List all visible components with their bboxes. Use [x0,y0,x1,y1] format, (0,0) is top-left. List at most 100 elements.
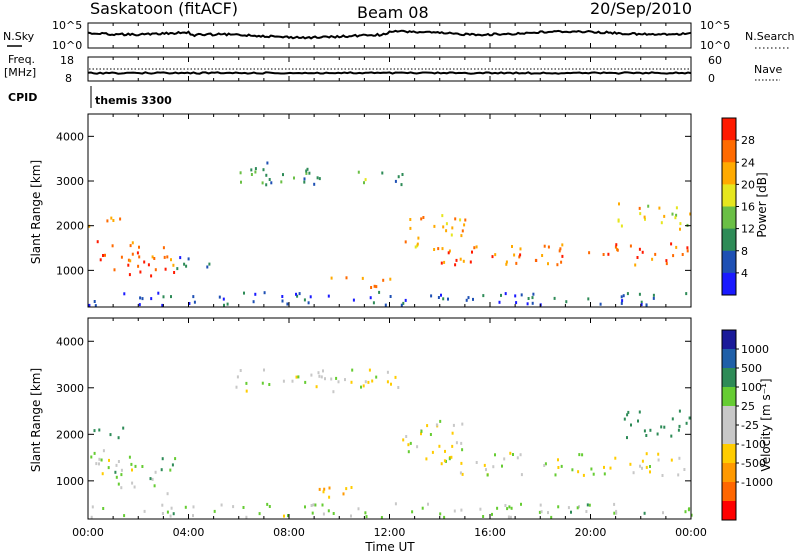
frequency-line [87,71,692,75]
colorbar-segment [722,140,736,163]
echo-cell [318,177,321,181]
echo-cell [496,506,499,510]
echo-cell [102,254,104,257]
colorbar-tick-label: 4 [741,267,748,280]
echo-cell [161,457,164,461]
echo-cell [491,255,494,259]
echo-cell [243,291,245,295]
echo-cell [644,217,646,221]
echo-cell [357,507,360,511]
echo-cell [627,410,630,414]
echo-cell [337,380,340,384]
echo-cell [291,379,294,383]
echo-cell [371,379,374,383]
echo-cell [344,378,346,382]
echo-cell [547,262,549,266]
echo-cell [265,183,268,187]
echo-cell [317,371,320,375]
echo-cell [638,206,641,210]
echo-cell [684,510,687,514]
echo-cell [448,457,451,461]
echo-cell [268,178,271,181]
echo-cell [342,492,345,496]
echo-cell [172,263,175,267]
echo-cell [110,216,113,220]
echo-cell [254,167,257,171]
echo-cell [420,432,422,436]
echo-cell [169,468,172,472]
echo-cell [683,468,686,471]
echo-cell [88,224,91,228]
echo-cell [588,503,591,507]
y-tick-label: 3000 [56,382,84,395]
echo-cell [510,506,513,510]
echo-cell [220,503,223,507]
echo-cell [161,503,164,507]
echo-cell [471,250,473,254]
echo-cell [437,247,440,251]
colorbar-segment [722,349,736,369]
echo-cell [567,506,570,510]
echo-cell [426,424,429,428]
echo-cell [332,390,335,394]
echo-cell [206,265,209,269]
echo-cell [554,473,557,477]
echo-cell [437,296,440,299]
echo-cell [460,441,463,445]
colorbar-segment [722,162,736,185]
echo-cell [367,380,370,384]
echo-cell [115,475,118,479]
x-tick-label: 04:00 [173,526,205,539]
echo-cell [170,506,173,510]
echo-cell [382,278,385,282]
echo-cell [407,450,410,454]
echo-cell [350,380,353,384]
echo-cell [514,294,517,298]
echo-cell [149,477,152,481]
echo-cell [654,252,657,256]
echo-cell [638,292,641,296]
echo-cell [107,466,110,470]
echo-cell [94,304,97,308]
echo-cell [90,455,93,459]
echo-cell [407,443,410,447]
echo-cell [636,256,639,259]
echo-cell [482,515,485,518]
echo-cell [581,453,584,457]
echo-cell [557,505,560,509]
echo-cell [282,173,284,177]
echo-cell [519,247,522,251]
echo-cell [629,462,632,466]
echo-cell [643,215,646,219]
echo-cell [364,380,367,384]
colorbar-tick-label: 24 [741,156,755,169]
echo-cell [578,505,580,509]
echo-cell [409,226,412,230]
colorbar-segment [722,406,736,426]
echo-cell [409,441,412,445]
echo-cell [441,214,444,218]
echo-cell [188,302,191,305]
echo-cell [460,234,463,238]
echo-cell [639,212,642,216]
echo-cell [520,502,522,506]
echo-cell [504,504,507,507]
echo-cell [640,300,643,304]
echo-cell [565,300,568,304]
echo-cell [460,508,463,512]
echo-cell [547,511,549,515]
echo-cell [658,206,661,210]
colorbar-tick-label: 20 [741,178,755,191]
colorbar-segment [722,228,736,252]
echo-cell [560,464,563,468]
echo-cell [123,292,126,296]
echo-cell [444,449,446,453]
count-tick-low-left: 10^0 [52,39,82,52]
echo-cell [505,260,508,264]
echo-cell [128,273,131,277]
echo-cell [435,423,438,427]
echo-cell [626,292,629,296]
echo-cell [507,515,510,519]
echo-cell [109,433,112,437]
echo-cell [265,173,268,177]
